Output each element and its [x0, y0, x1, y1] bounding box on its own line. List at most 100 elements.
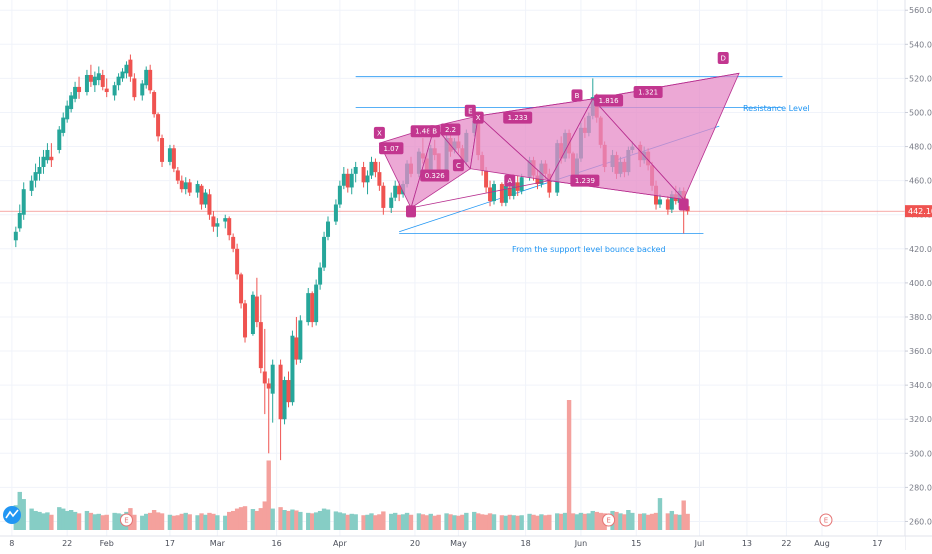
volume-bar — [147, 512, 153, 530]
earnings-marker[interactable] — [819, 513, 833, 527]
candle-body — [13, 231, 18, 241]
volume-bar — [144, 513, 149, 530]
volume-bar — [155, 512, 161, 530]
pattern-label-box — [503, 111, 533, 124]
volume-bar — [404, 512, 410, 530]
pattern-label: 1.48 — [415, 128, 431, 136]
volume-bar — [207, 512, 212, 530]
candle-body — [132, 78, 137, 98]
pattern-label-box — [717, 51, 729, 64]
pattern-point-marker — [406, 205, 417, 218]
candle-body — [239, 274, 244, 304]
earnings-marker[interactable] — [602, 513, 616, 527]
volume-bar — [230, 510, 236, 530]
candle-body — [389, 197, 394, 208]
earnings-marker[interactable] — [119, 513, 133, 527]
volume-bar — [76, 513, 82, 530]
volume-bar — [29, 508, 34, 530]
pattern-label-box — [373, 126, 385, 139]
volume-bar — [460, 514, 465, 530]
volume-bar — [325, 509, 331, 530]
time-tick-label: 15 — [631, 539, 641, 548]
candle-body — [223, 218, 228, 222]
candle-body — [235, 248, 240, 275]
candle-body — [57, 129, 62, 150]
volume-bar — [392, 512, 398, 530]
price-tick-label: 380.00 — [909, 313, 932, 322]
volume-bar — [262, 501, 267, 530]
volume-bar — [286, 510, 291, 530]
price-tick-label: 480.00 — [909, 143, 932, 152]
volume-bar — [179, 513, 184, 530]
candle-body — [254, 296, 259, 323]
volume-bar — [566, 400, 572, 530]
pattern-label-box — [440, 123, 461, 136]
volume-bar — [175, 515, 181, 530]
candle-body — [100, 74, 105, 87]
pattern-label-box — [379, 142, 404, 155]
volume-bar — [250, 509, 256, 530]
candle-body — [503, 185, 508, 203]
candle-body — [33, 172, 38, 181]
volume-bar — [622, 514, 627, 530]
candle-body — [377, 172, 382, 186]
time-tick-label: Mar — [210, 539, 226, 548]
candle-body — [262, 371, 267, 384]
candle-body — [499, 184, 504, 203]
pattern-label-box — [452, 159, 464, 172]
candle-body — [183, 182, 188, 190]
pattern-label-box — [594, 94, 624, 107]
candle-body — [535, 175, 540, 185]
volume-bar — [215, 515, 220, 530]
candle-body — [96, 73, 101, 81]
candle-body — [250, 294, 255, 335]
price-tick-label: 340.00 — [909, 381, 932, 390]
volume-bar — [313, 512, 319, 530]
candle-body — [167, 148, 172, 162]
last-price-tag — [905, 205, 932, 218]
volume-bar — [638, 513, 643, 530]
pattern-label: A — [507, 177, 512, 185]
candle-body — [286, 380, 291, 403]
volume-bar — [278, 507, 283, 530]
volume-bar — [598, 512, 603, 530]
time-tick-label: Apr — [333, 539, 348, 548]
volume-bar — [140, 515, 145, 530]
volume-bar — [594, 511, 599, 530]
volume-bar — [167, 514, 173, 530]
time-tick-label: 22 — [62, 539, 72, 548]
annotations: Resistance Level From the support level b… — [512, 104, 810, 254]
time-tick-label: 8 — [9, 539, 14, 548]
candle-body — [61, 117, 66, 133]
pattern-label: E — [468, 107, 472, 115]
volume-bar — [456, 515, 461, 530]
volume-bar — [234, 508, 240, 530]
resistance-level-note: Resistance Level — [743, 104, 810, 113]
volume-bar — [64, 510, 70, 530]
pattern-label: D — [721, 54, 726, 62]
volume-bar — [657, 498, 663, 530]
volume-bar — [377, 514, 382, 530]
price-tick-label: 420.00 — [909, 245, 932, 254]
time-tick-label: 18 — [521, 539, 531, 548]
volume-bar — [428, 513, 433, 530]
volume-bar — [227, 511, 232, 530]
pattern-point-marker — [678, 198, 689, 211]
price-tick-label: 560.00 — [909, 6, 932, 15]
price-tick-label: 460.00 — [909, 177, 932, 186]
candle-body — [231, 236, 236, 249]
pattern-label: C — [456, 162, 461, 170]
volume-bar — [37, 511, 42, 530]
tradingview-logo[interactable] — [3, 506, 21, 524]
volume-bar — [479, 514, 485, 530]
price-tick-label: 540.00 — [909, 40, 932, 49]
candle-body — [116, 76, 121, 86]
candle-body — [124, 64, 129, 74]
price-tick-label: 300.00 — [909, 449, 932, 458]
volume-bar — [104, 514, 109, 530]
volume-bar — [294, 510, 299, 530]
volume-bar — [171, 515, 177, 530]
